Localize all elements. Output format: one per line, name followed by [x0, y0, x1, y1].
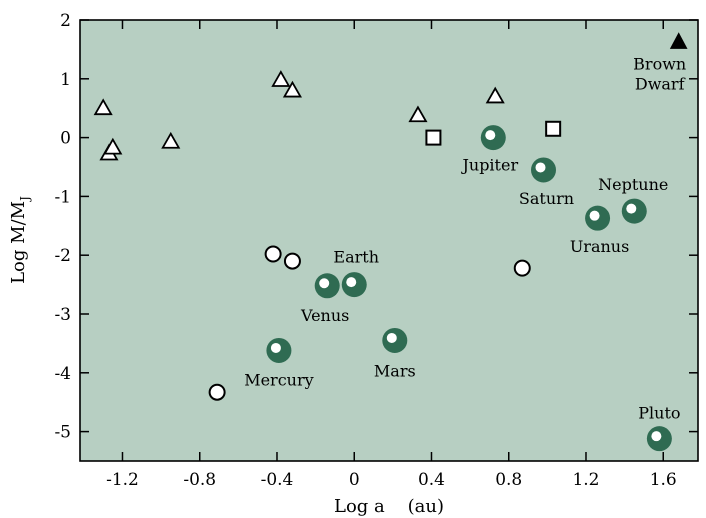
brown-dwarf-marker [669, 32, 688, 49]
triangle-marker [282, 80, 302, 98]
y-tick-label: -3 [54, 305, 71, 325]
brown-dwarf-label: Brown [633, 54, 686, 73]
planet-label-uranus: Uranus [570, 237, 630, 256]
data-marks [93, 32, 688, 452]
y-tick-label: -1 [54, 187, 71, 207]
y-axis-label: Log M/MJ [8, 196, 32, 284]
planet-marker-highlight [386, 332, 397, 343]
planet-marker-highlight [485, 130, 496, 141]
circle-marker [513, 259, 531, 277]
planet-label-pluto: Pluto [638, 404, 680, 423]
x-tick-label: 0.8 [495, 470, 522, 490]
x-tick-label: 0 [349, 470, 360, 490]
planet-label-venus: Venus [300, 306, 349, 325]
triangle-marker [103, 137, 123, 155]
triangle-marker [271, 70, 291, 87]
x-tick-label: -0.4 [261, 470, 294, 490]
y-tick-label: -2 [54, 246, 71, 266]
y-tick-label: 1 [60, 70, 71, 90]
y-tick-label: -5 [54, 423, 71, 443]
x-tick-label: 1.2 [572, 470, 599, 490]
y-tick-label: 2 [60, 11, 71, 31]
planet-marker-highlight [589, 210, 600, 221]
square-marker [425, 129, 442, 146]
planet-marker-highlight [626, 203, 637, 214]
planet-label-jupiter: Jupiter [460, 156, 518, 175]
planet-label-mars: Mars [374, 361, 416, 380]
planet-marker-highlight [270, 342, 281, 353]
x-tick-label: 0.4 [418, 470, 445, 490]
y-tick-label: -4 [54, 364, 71, 384]
planet-label-neptune: Neptune [598, 175, 668, 194]
x-tick-label: -1.2 [106, 470, 139, 490]
planet-marker-highlight [346, 277, 357, 288]
x-tick-label: -0.8 [183, 470, 216, 490]
circle-marker [208, 383, 226, 401]
planet-label-mercury: Mercury [244, 370, 313, 389]
circle-marker [264, 245, 282, 263]
y-axis-label-main: Log M/M [8, 201, 29, 284]
planet-label-earth: Earth [333, 248, 379, 267]
square-marker [545, 120, 562, 137]
x-axis-label: Log a (au) [334, 496, 444, 517]
triangle-marker [161, 131, 181, 149]
circle-marker [283, 252, 301, 270]
planet-marker-highlight [651, 431, 662, 442]
x-tick-label: 1.6 [650, 470, 677, 490]
brown-dwarf-label: Dwarf [635, 74, 686, 93]
triangle-marker [93, 98, 113, 116]
planet-marker-highlight [319, 278, 330, 289]
plot-area [79, 19, 699, 462]
y-axis-label-subscript: J [18, 196, 32, 203]
triangle-marker [485, 86, 505, 104]
planet-marker-highlight [535, 162, 546, 173]
triangle-marker [408, 105, 428, 123]
y-tick-label: 0 [60, 129, 71, 149]
planet-label-saturn: Saturn [519, 189, 574, 208]
axis-ticks: -1.2 -0.8 -0.4 0 0.4 0.8 1.2 1.6 2 1 0 -1 -2 -3 -4 -5 [54, 11, 698, 490]
